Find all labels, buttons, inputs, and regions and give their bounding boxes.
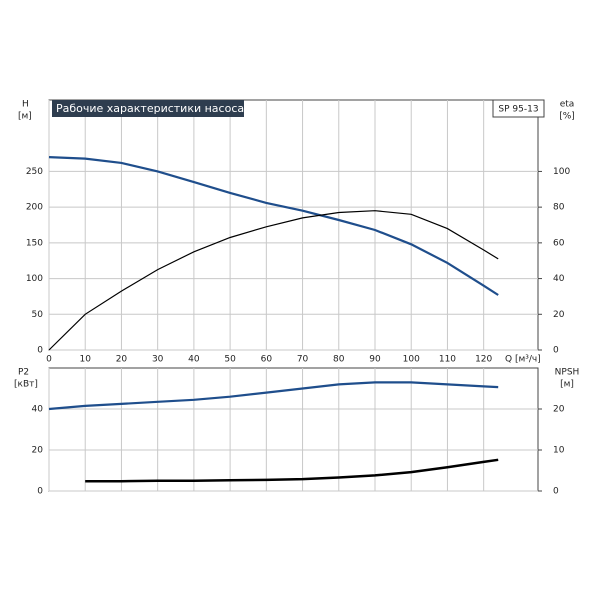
y2-tick-label: 60 — [553, 238, 565, 248]
model-label: SP 95-13 — [498, 105, 538, 115]
x-tick-label: 0 — [46, 355, 52, 365]
x-tick-label: 110 — [439, 355, 456, 365]
y2-tick-label: 0 — [553, 487, 559, 497]
y2-tick-label: 40 — [553, 274, 565, 284]
y2-axis-unit: [м] — [560, 380, 574, 390]
x-tick-label: 90 — [369, 355, 381, 365]
x-tick-label: 10 — [79, 355, 91, 365]
x-tick-label: 30 — [152, 355, 164, 365]
series-line — [48, 381, 499, 411]
y-tick-label: 0 — [37, 487, 43, 497]
y2-tick-label: 100 — [553, 167, 570, 177]
y2-tick-label: 20 — [553, 310, 565, 320]
y-tick-label: 200 — [26, 203, 43, 213]
y2-axis-label: NPSH — [555, 368, 580, 378]
x-tick-label: 80 — [333, 355, 345, 365]
y2-tick-label: 20 — [553, 405, 565, 415]
y2-axis-unit: [%] — [559, 112, 575, 122]
x-tick-label: 40 — [188, 355, 200, 365]
y2-tick-label: 0 — [553, 346, 559, 356]
y-axis-unit: [м] — [18, 112, 32, 122]
x-tick-label: 60 — [261, 355, 273, 365]
y-tick-label: 40 — [32, 405, 44, 415]
y-tick-label: 100 — [26, 274, 43, 284]
y2-tick-label: 10 — [553, 446, 565, 456]
model-box — [492, 99, 545, 118]
y-axis-label: H — [22, 100, 29, 110]
x-axis-label: Q [м³/ч] — [505, 355, 541, 365]
series-line — [85, 458, 499, 483]
y-tick-label: 50 — [32, 310, 44, 320]
series-line — [48, 210, 499, 351]
series-line — [48, 156, 499, 296]
y-tick-label: 250 — [26, 167, 43, 177]
y-tick-label: 0 — [37, 346, 43, 356]
plot-frame — [48, 99, 539, 351]
y2-axis-label: eta — [560, 100, 575, 110]
y-tick-label: 20 — [32, 446, 44, 456]
x-tick-label: 20 — [116, 355, 128, 365]
y-tick-label: 150 — [26, 238, 43, 248]
chart-title: Рабочие характеристики насоса — [56, 102, 244, 115]
y-axis-label: P2 — [18, 368, 29, 378]
x-tick-label: 120 — [475, 355, 492, 365]
y2-tick-label: 80 — [553, 203, 565, 213]
x-tick-label: 70 — [297, 355, 309, 365]
y-axis-unit: [кВт] — [14, 380, 38, 390]
title-box — [52, 100, 244, 117]
x-tick-label: 100 — [403, 355, 420, 365]
x-tick-label: 50 — [224, 355, 236, 365]
